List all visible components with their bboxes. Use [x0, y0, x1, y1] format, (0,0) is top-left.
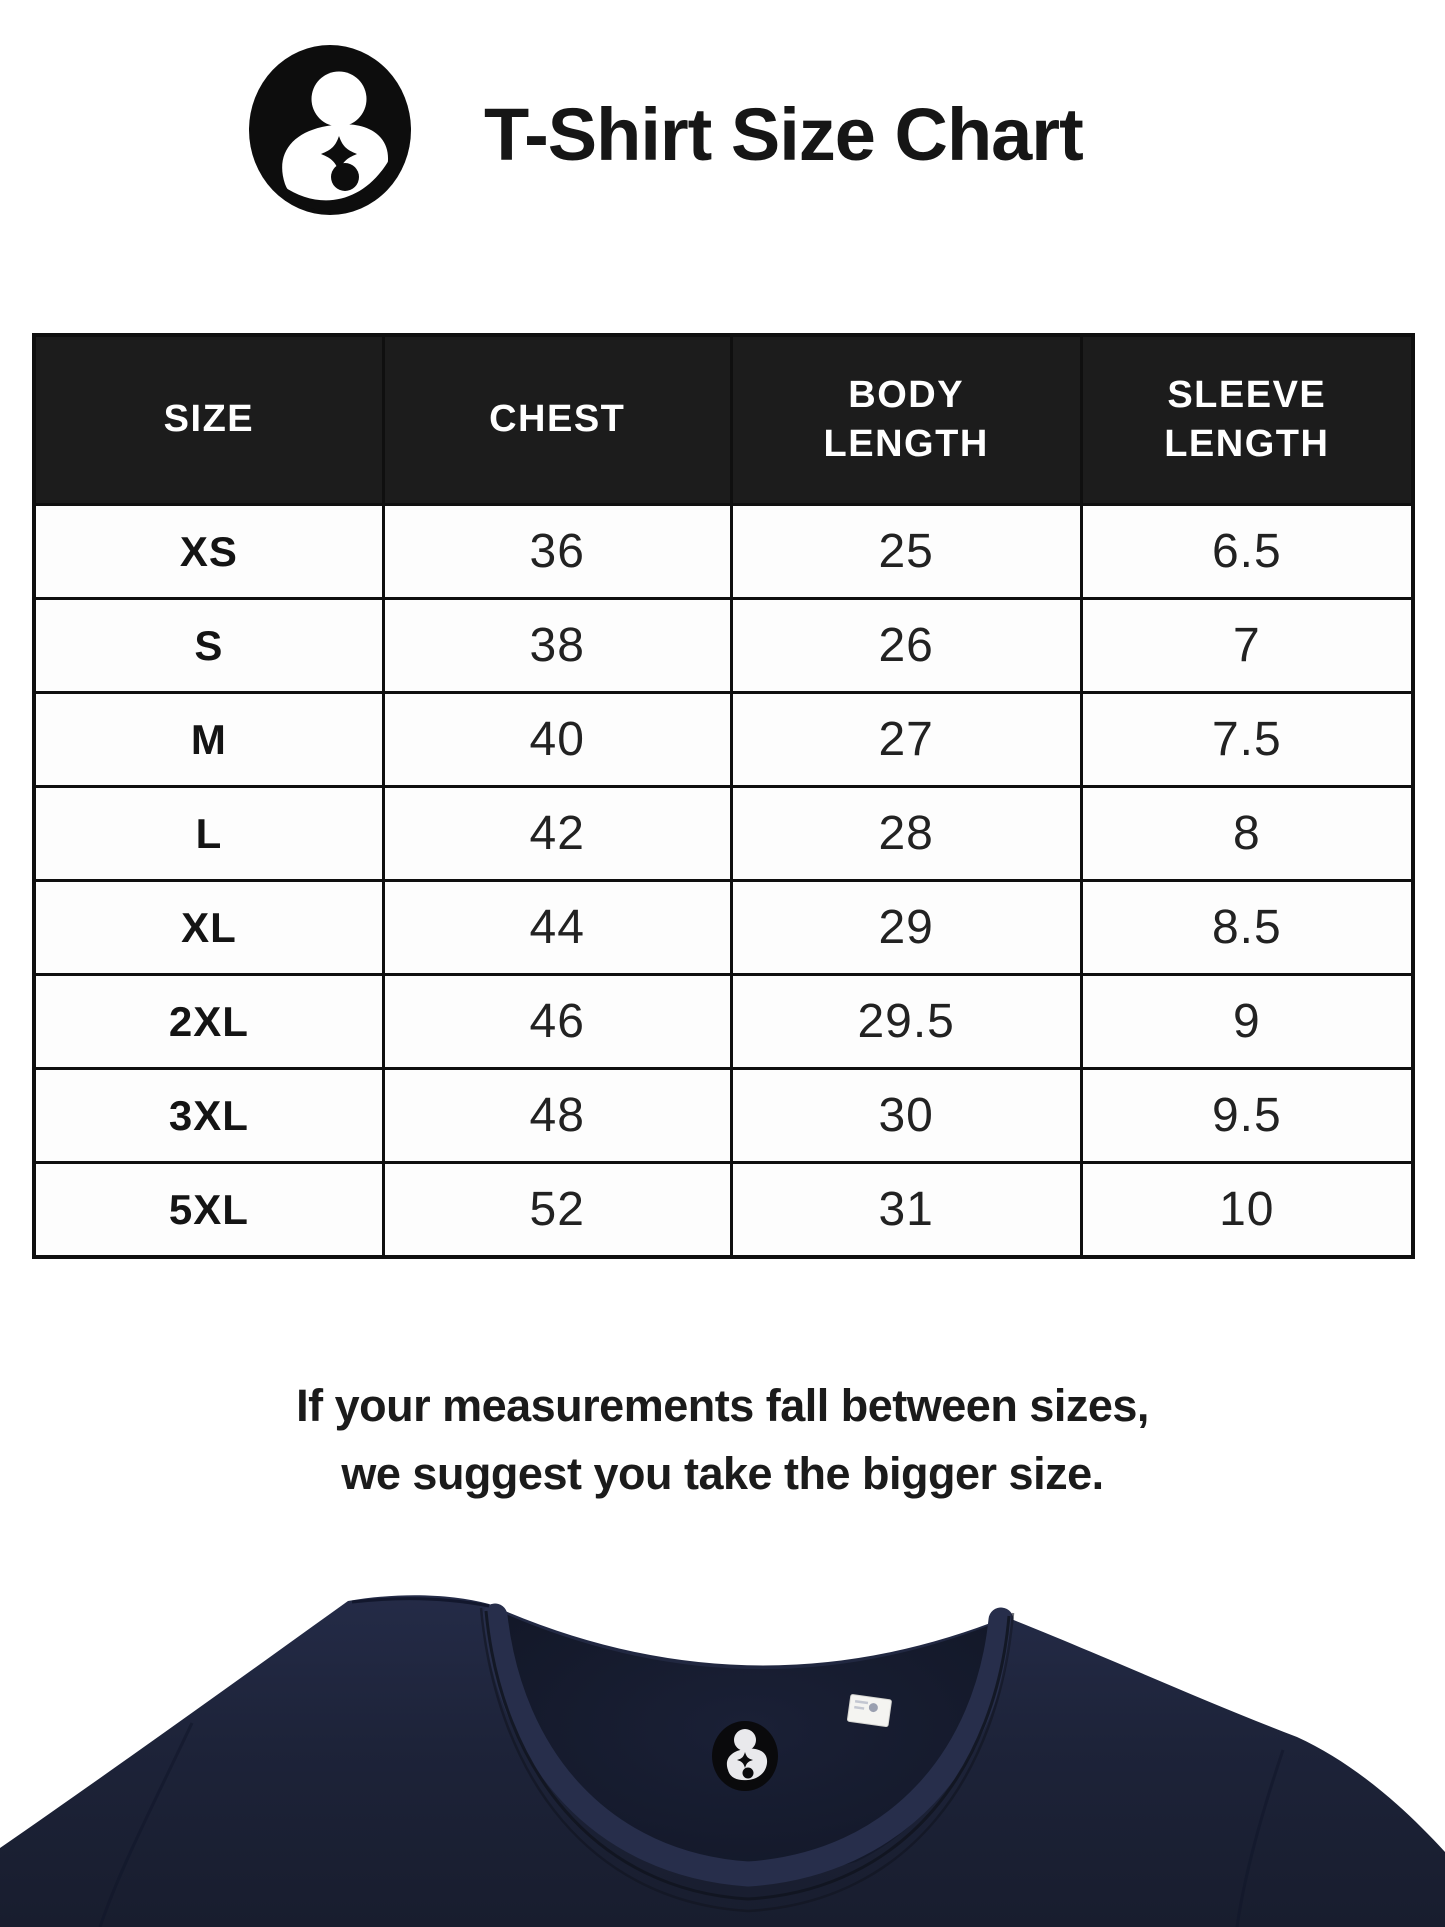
table-cell-size: XS: [36, 503, 382, 597]
table-cell-sleeve-length: 9: [1079, 973, 1411, 1067]
table-cell-size: 5XL: [36, 1161, 382, 1255]
size-chart-table: SIZE CHEST BODY LENGTH SLEEVE LENGTH XS …: [32, 333, 1415, 1259]
table-cell-sleeve-length: 8.5: [1079, 879, 1411, 973]
table-cell-sleeve-length: 10: [1079, 1161, 1411, 1255]
table-cell-body-length: 29: [729, 879, 1080, 973]
tshirt-collar-photo: [0, 1590, 1445, 1927]
table-cell-chest: 48: [381, 1067, 730, 1161]
table-cell-sleeve-length: 7: [1079, 597, 1411, 691]
column-header-chest: CHEST: [381, 337, 730, 503]
table-cell-size: M: [36, 691, 382, 785]
table-cell-chest: 36: [381, 503, 730, 597]
white-care-tag-icon: [847, 1694, 892, 1728]
table-cell-chest: 38: [381, 597, 730, 691]
table-cell-body-length: 30: [729, 1067, 1080, 1161]
table-cell-size: XL: [36, 879, 382, 973]
column-header-body-length: BODY LENGTH: [729, 337, 1080, 503]
sizing-note-line1: If your measurements fall between sizes,: [296, 1380, 1149, 1431]
table-cell-sleeve-length: 7.5: [1079, 691, 1411, 785]
table-cell-chest: 52: [381, 1161, 730, 1255]
sizing-note: If your measurements fall between sizes,…: [0, 1372, 1445, 1507]
table-cell-chest: 44: [381, 879, 730, 973]
table-cell-sleeve-length: 8: [1079, 785, 1411, 879]
table-cell-chest: 40: [381, 691, 730, 785]
table-cell-body-length: 28: [729, 785, 1080, 879]
table-cell-chest: 46: [381, 973, 730, 1067]
neck-print-mother-baby-logo-icon: [712, 1721, 778, 1791]
sleeve-seam-line: [1235, 1749, 1285, 1927]
collar-seam-line: [484, 1610, 1011, 1901]
tshirt-collar-band: [482, 1603, 1014, 1887]
table-cell-body-length: 29.5: [729, 973, 1080, 1067]
table-cell-body-length: 26: [729, 597, 1080, 691]
table-cell-size: S: [36, 597, 382, 691]
shoulder-seam-line: [351, 1597, 490, 1608]
collar-seam-line: [479, 1607, 1015, 1913]
table-cell-size: 2XL: [36, 973, 382, 1067]
table-cell-size: L: [36, 785, 382, 879]
table-cell-body-length: 31: [729, 1161, 1080, 1255]
table-cell-sleeve-length: 9.5: [1079, 1067, 1411, 1161]
sleeve-seam-line: [98, 1722, 194, 1927]
mother-baby-logo-icon: [247, 44, 413, 216]
column-header-sleeve-length: SLEEVE LENGTH: [1079, 337, 1411, 503]
table-cell-size: 3XL: [36, 1067, 382, 1161]
sizing-note-line2: we suggest you take the bigger size.: [341, 1447, 1104, 1499]
table-cell-chest: 42: [381, 785, 730, 879]
table-cell-body-length: 25: [729, 503, 1080, 597]
table-cell-body-length: 27: [729, 691, 1080, 785]
page-title: T-Shirt Size Chart: [484, 93, 1084, 176]
column-header-size: SIZE: [36, 337, 382, 503]
table-cell-sleeve-length: 6.5: [1079, 503, 1411, 597]
